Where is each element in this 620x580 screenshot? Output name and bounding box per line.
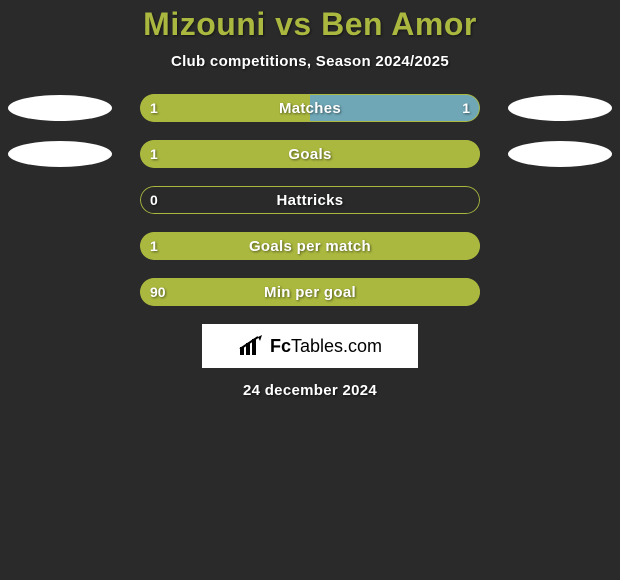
stat-bar: 90Min per goal	[140, 278, 480, 306]
stat-row: 11Matches	[0, 94, 620, 122]
team-badge-left	[8, 95, 112, 121]
brand-logo[interactable]: FcTables.com	[202, 324, 418, 368]
stat-row: 0Hattricks	[0, 186, 620, 214]
stat-label: Hattricks	[140, 192, 480, 209]
stat-bar: 11Matches	[140, 94, 480, 122]
stat-label: Goals per match	[140, 238, 480, 255]
chart-icon	[238, 335, 266, 357]
team-badge-right	[508, 141, 612, 167]
player1-name: Mizouni	[143, 6, 266, 42]
page-title: Mizouni vs Ben Amor	[0, 6, 620, 43]
stat-label: Goals	[140, 146, 480, 163]
brand-text: FcTables.com	[270, 336, 382, 357]
stat-bar: 1Goals per match	[140, 232, 480, 260]
comparison-widget: Mizouni vs Ben Amor Club competitions, S…	[0, 0, 620, 399]
player2-name: Ben Amor	[321, 6, 477, 42]
stat-label: Matches	[140, 100, 480, 117]
team-badge-right	[508, 95, 612, 121]
stat-label: Min per goal	[140, 284, 480, 301]
stat-row: 1Goals per match	[0, 232, 620, 260]
stat-row: 90Min per goal	[0, 278, 620, 306]
stat-rows: 11Matches 1Goals 0Hattricks 1Goals per matc…	[0, 94, 620, 306]
date-label: 24 december 2024	[0, 382, 620, 399]
brand-inner: FcTables.com	[238, 335, 382, 357]
stat-row: 1Goals	[0, 140, 620, 168]
subtitle: Club competitions, Season 2024/2025	[0, 53, 620, 70]
stat-bar: 0Hattricks	[140, 186, 480, 214]
vs-label: vs	[275, 6, 312, 42]
stat-bar: 1Goals	[140, 140, 480, 168]
team-badge-left	[8, 141, 112, 167]
